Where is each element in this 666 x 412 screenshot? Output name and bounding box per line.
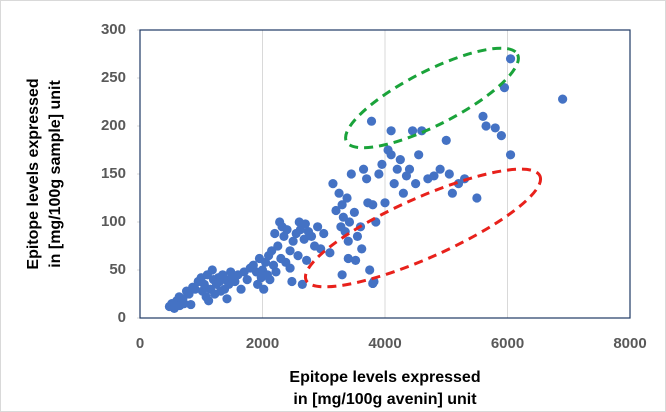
point bbox=[288, 236, 298, 246]
point bbox=[334, 188, 344, 198]
point bbox=[429, 171, 439, 181]
point bbox=[300, 219, 310, 229]
point bbox=[352, 231, 363, 241]
point bbox=[313, 222, 323, 232]
point bbox=[186, 299, 196, 310]
point bbox=[435, 164, 445, 174]
point bbox=[236, 284, 246, 294]
y-tick-label: 250 bbox=[101, 69, 126, 86]
y-tick-label: 150 bbox=[101, 165, 126, 182]
points bbox=[164, 54, 568, 313]
point bbox=[490, 123, 500, 133]
point bbox=[366, 116, 377, 126]
point bbox=[207, 265, 217, 275]
x-tick-label: 0 bbox=[136, 335, 144, 352]
point bbox=[273, 241, 283, 251]
x-tick-label: 4000 bbox=[368, 335, 401, 352]
point bbox=[222, 294, 232, 304]
y-tick-label: 200 bbox=[101, 117, 126, 134]
ellipse-annotation bbox=[344, 46, 520, 150]
point bbox=[447, 188, 457, 198]
point bbox=[414, 150, 424, 160]
point bbox=[392, 164, 402, 174]
point bbox=[299, 234, 309, 244]
point bbox=[505, 150, 516, 160]
point bbox=[407, 126, 418, 136]
point bbox=[386, 126, 396, 136]
point bbox=[386, 150, 396, 160]
point bbox=[282, 225, 292, 235]
point bbox=[287, 276, 297, 287]
point bbox=[377, 159, 387, 169]
point bbox=[319, 228, 329, 239]
point bbox=[343, 253, 353, 264]
point bbox=[404, 164, 415, 174]
point bbox=[337, 200, 347, 210]
point bbox=[190, 284, 200, 294]
point bbox=[331, 205, 341, 216]
point bbox=[411, 179, 421, 189]
y-tick-label: 50 bbox=[109, 261, 126, 278]
point bbox=[179, 299, 189, 309]
y-tick-label: 0 bbox=[118, 309, 126, 326]
point bbox=[496, 131, 506, 141]
point bbox=[380, 198, 390, 208]
point bbox=[342, 193, 352, 203]
point bbox=[441, 135, 451, 145]
point bbox=[351, 255, 361, 265]
point bbox=[346, 169, 356, 179]
point bbox=[444, 169, 454, 179]
point bbox=[204, 296, 214, 306]
point bbox=[259, 284, 269, 294]
point bbox=[270, 228, 280, 239]
y-axis-title: in [mg/100g sample] unit bbox=[47, 80, 64, 268]
point bbox=[344, 217, 355, 227]
point bbox=[293, 251, 303, 261]
y-tick-label: 100 bbox=[101, 213, 126, 230]
point bbox=[271, 267, 281, 277]
point bbox=[357, 244, 367, 254]
ellipse-annotation bbox=[303, 167, 543, 289]
point bbox=[343, 236, 353, 246]
plot-frame bbox=[139, 29, 631, 319]
point bbox=[285, 246, 295, 256]
point bbox=[365, 265, 375, 275]
point bbox=[325, 248, 335, 258]
point bbox=[374, 169, 384, 179]
point bbox=[389, 179, 399, 189]
point bbox=[297, 279, 307, 289]
x-tick-label: 2000 bbox=[246, 335, 279, 352]
point bbox=[472, 193, 482, 203]
point bbox=[285, 263, 295, 273]
point bbox=[362, 174, 372, 184]
y-axis-title: Epitope levels expressed bbox=[25, 78, 42, 269]
point bbox=[242, 275, 252, 285]
point bbox=[349, 207, 359, 217]
point bbox=[358, 164, 369, 174]
point bbox=[302, 255, 312, 265]
x-axis-title: in [mg/100g avenin] unit bbox=[293, 391, 477, 408]
point bbox=[558, 94, 568, 104]
x-tick-label: 8000 bbox=[613, 335, 646, 352]
point bbox=[505, 54, 516, 64]
y-tick-label: 300 bbox=[101, 21, 126, 38]
x-tick-label: 6000 bbox=[491, 335, 524, 352]
point bbox=[265, 275, 275, 285]
point bbox=[306, 231, 317, 241]
point bbox=[368, 278, 378, 289]
point bbox=[337, 270, 347, 280]
x-axis-title: Epitope levels expressed bbox=[289, 369, 480, 386]
point bbox=[481, 121, 491, 131]
point bbox=[328, 179, 338, 189]
point bbox=[398, 188, 408, 198]
point bbox=[478, 111, 488, 121]
point bbox=[368, 200, 378, 210]
point bbox=[395, 155, 405, 165]
